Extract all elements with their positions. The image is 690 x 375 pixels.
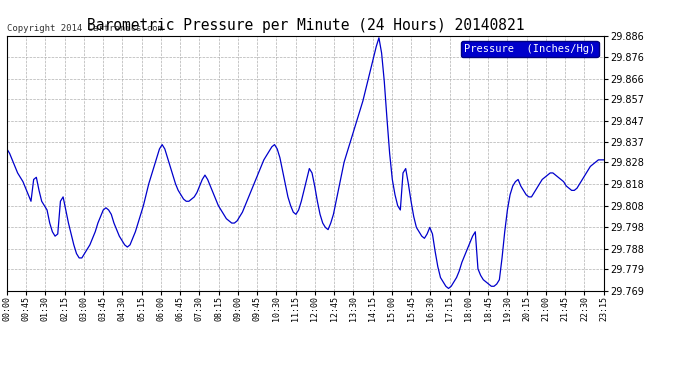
Legend: Pressure  (Inches/Hg): Pressure (Inches/Hg): [461, 41, 598, 57]
Text: Copyright 2014 Cartronics.com: Copyright 2014 Cartronics.com: [7, 24, 163, 33]
Title: Barometric Pressure per Minute (24 Hours) 20140821: Barometric Pressure per Minute (24 Hours…: [86, 18, 524, 33]
